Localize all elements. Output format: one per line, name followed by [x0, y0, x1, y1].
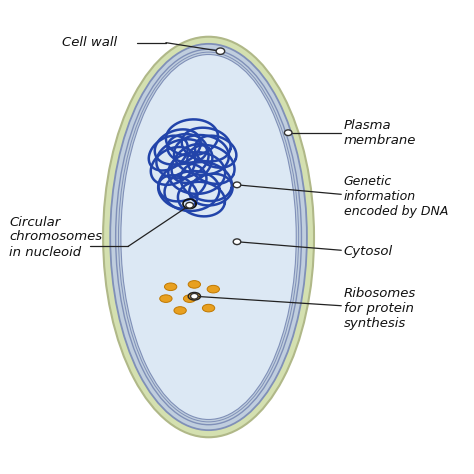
Ellipse shape: [183, 295, 196, 302]
Text: Plasma
membrane: Plasma membrane: [344, 118, 416, 147]
Ellipse shape: [160, 295, 172, 302]
Text: Cell wall: Cell wall: [62, 36, 117, 49]
Ellipse shape: [233, 239, 241, 245]
Ellipse shape: [216, 48, 225, 55]
Ellipse shape: [233, 182, 241, 188]
Text: Genetic
information
encoded by DNA: Genetic information encoded by DNA: [344, 175, 448, 218]
Ellipse shape: [110, 44, 307, 430]
Text: Ribosomes
for protein
synthesis: Ribosomes for protein synthesis: [344, 287, 416, 329]
Ellipse shape: [186, 202, 193, 208]
Ellipse shape: [202, 304, 215, 312]
Ellipse shape: [191, 293, 198, 299]
Ellipse shape: [121, 55, 296, 419]
Ellipse shape: [188, 281, 201, 288]
Ellipse shape: [174, 307, 186, 314]
Ellipse shape: [188, 292, 201, 300]
Ellipse shape: [103, 37, 314, 437]
Ellipse shape: [284, 130, 292, 136]
Text: Circular
chromosomes
in nucleoid: Circular chromosomes in nucleoid: [9, 216, 102, 258]
Ellipse shape: [207, 285, 219, 293]
Ellipse shape: [164, 283, 177, 291]
Text: Cytosol: Cytosol: [344, 245, 393, 258]
